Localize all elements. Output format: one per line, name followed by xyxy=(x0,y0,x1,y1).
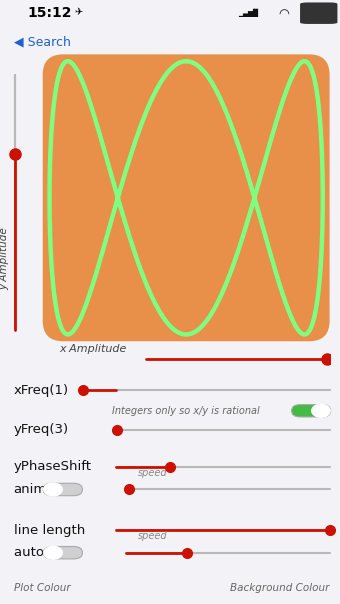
FancyBboxPatch shape xyxy=(44,483,82,496)
Text: speed: speed xyxy=(138,532,167,541)
Text: yPhaseShift: yPhaseShift xyxy=(14,460,91,474)
FancyBboxPatch shape xyxy=(44,547,82,559)
Text: Plot Colour: Plot Colour xyxy=(14,583,70,594)
FancyBboxPatch shape xyxy=(292,405,331,417)
Circle shape xyxy=(312,404,330,417)
Text: ◠: ◠ xyxy=(279,8,290,22)
FancyBboxPatch shape xyxy=(301,3,337,23)
Circle shape xyxy=(44,483,62,496)
Text: ✈: ✈ xyxy=(75,8,83,18)
Text: 15:12: 15:12 xyxy=(27,5,72,20)
Text: yFreq(3): yFreq(3) xyxy=(14,423,69,436)
Text: line length: line length xyxy=(14,524,85,536)
Text: y Amplitude: y Amplitude xyxy=(0,228,10,291)
Text: ◀ Search: ◀ Search xyxy=(14,35,70,48)
Text: ▁▃▅▇: ▁▃▅▇ xyxy=(238,8,258,17)
Text: animate: animate xyxy=(14,483,68,496)
Text: Integers only so x/y is rational: Integers only so x/y is rational xyxy=(112,406,260,416)
Circle shape xyxy=(44,546,62,559)
Text: Background Colour: Background Colour xyxy=(231,583,330,594)
FancyBboxPatch shape xyxy=(43,54,329,341)
Text: x Amplitude: x Amplitude xyxy=(59,344,126,354)
Text: auto trace: auto trace xyxy=(14,546,82,559)
Text: speed: speed xyxy=(138,468,167,478)
Text: xFreq(1): xFreq(1) xyxy=(14,384,69,397)
